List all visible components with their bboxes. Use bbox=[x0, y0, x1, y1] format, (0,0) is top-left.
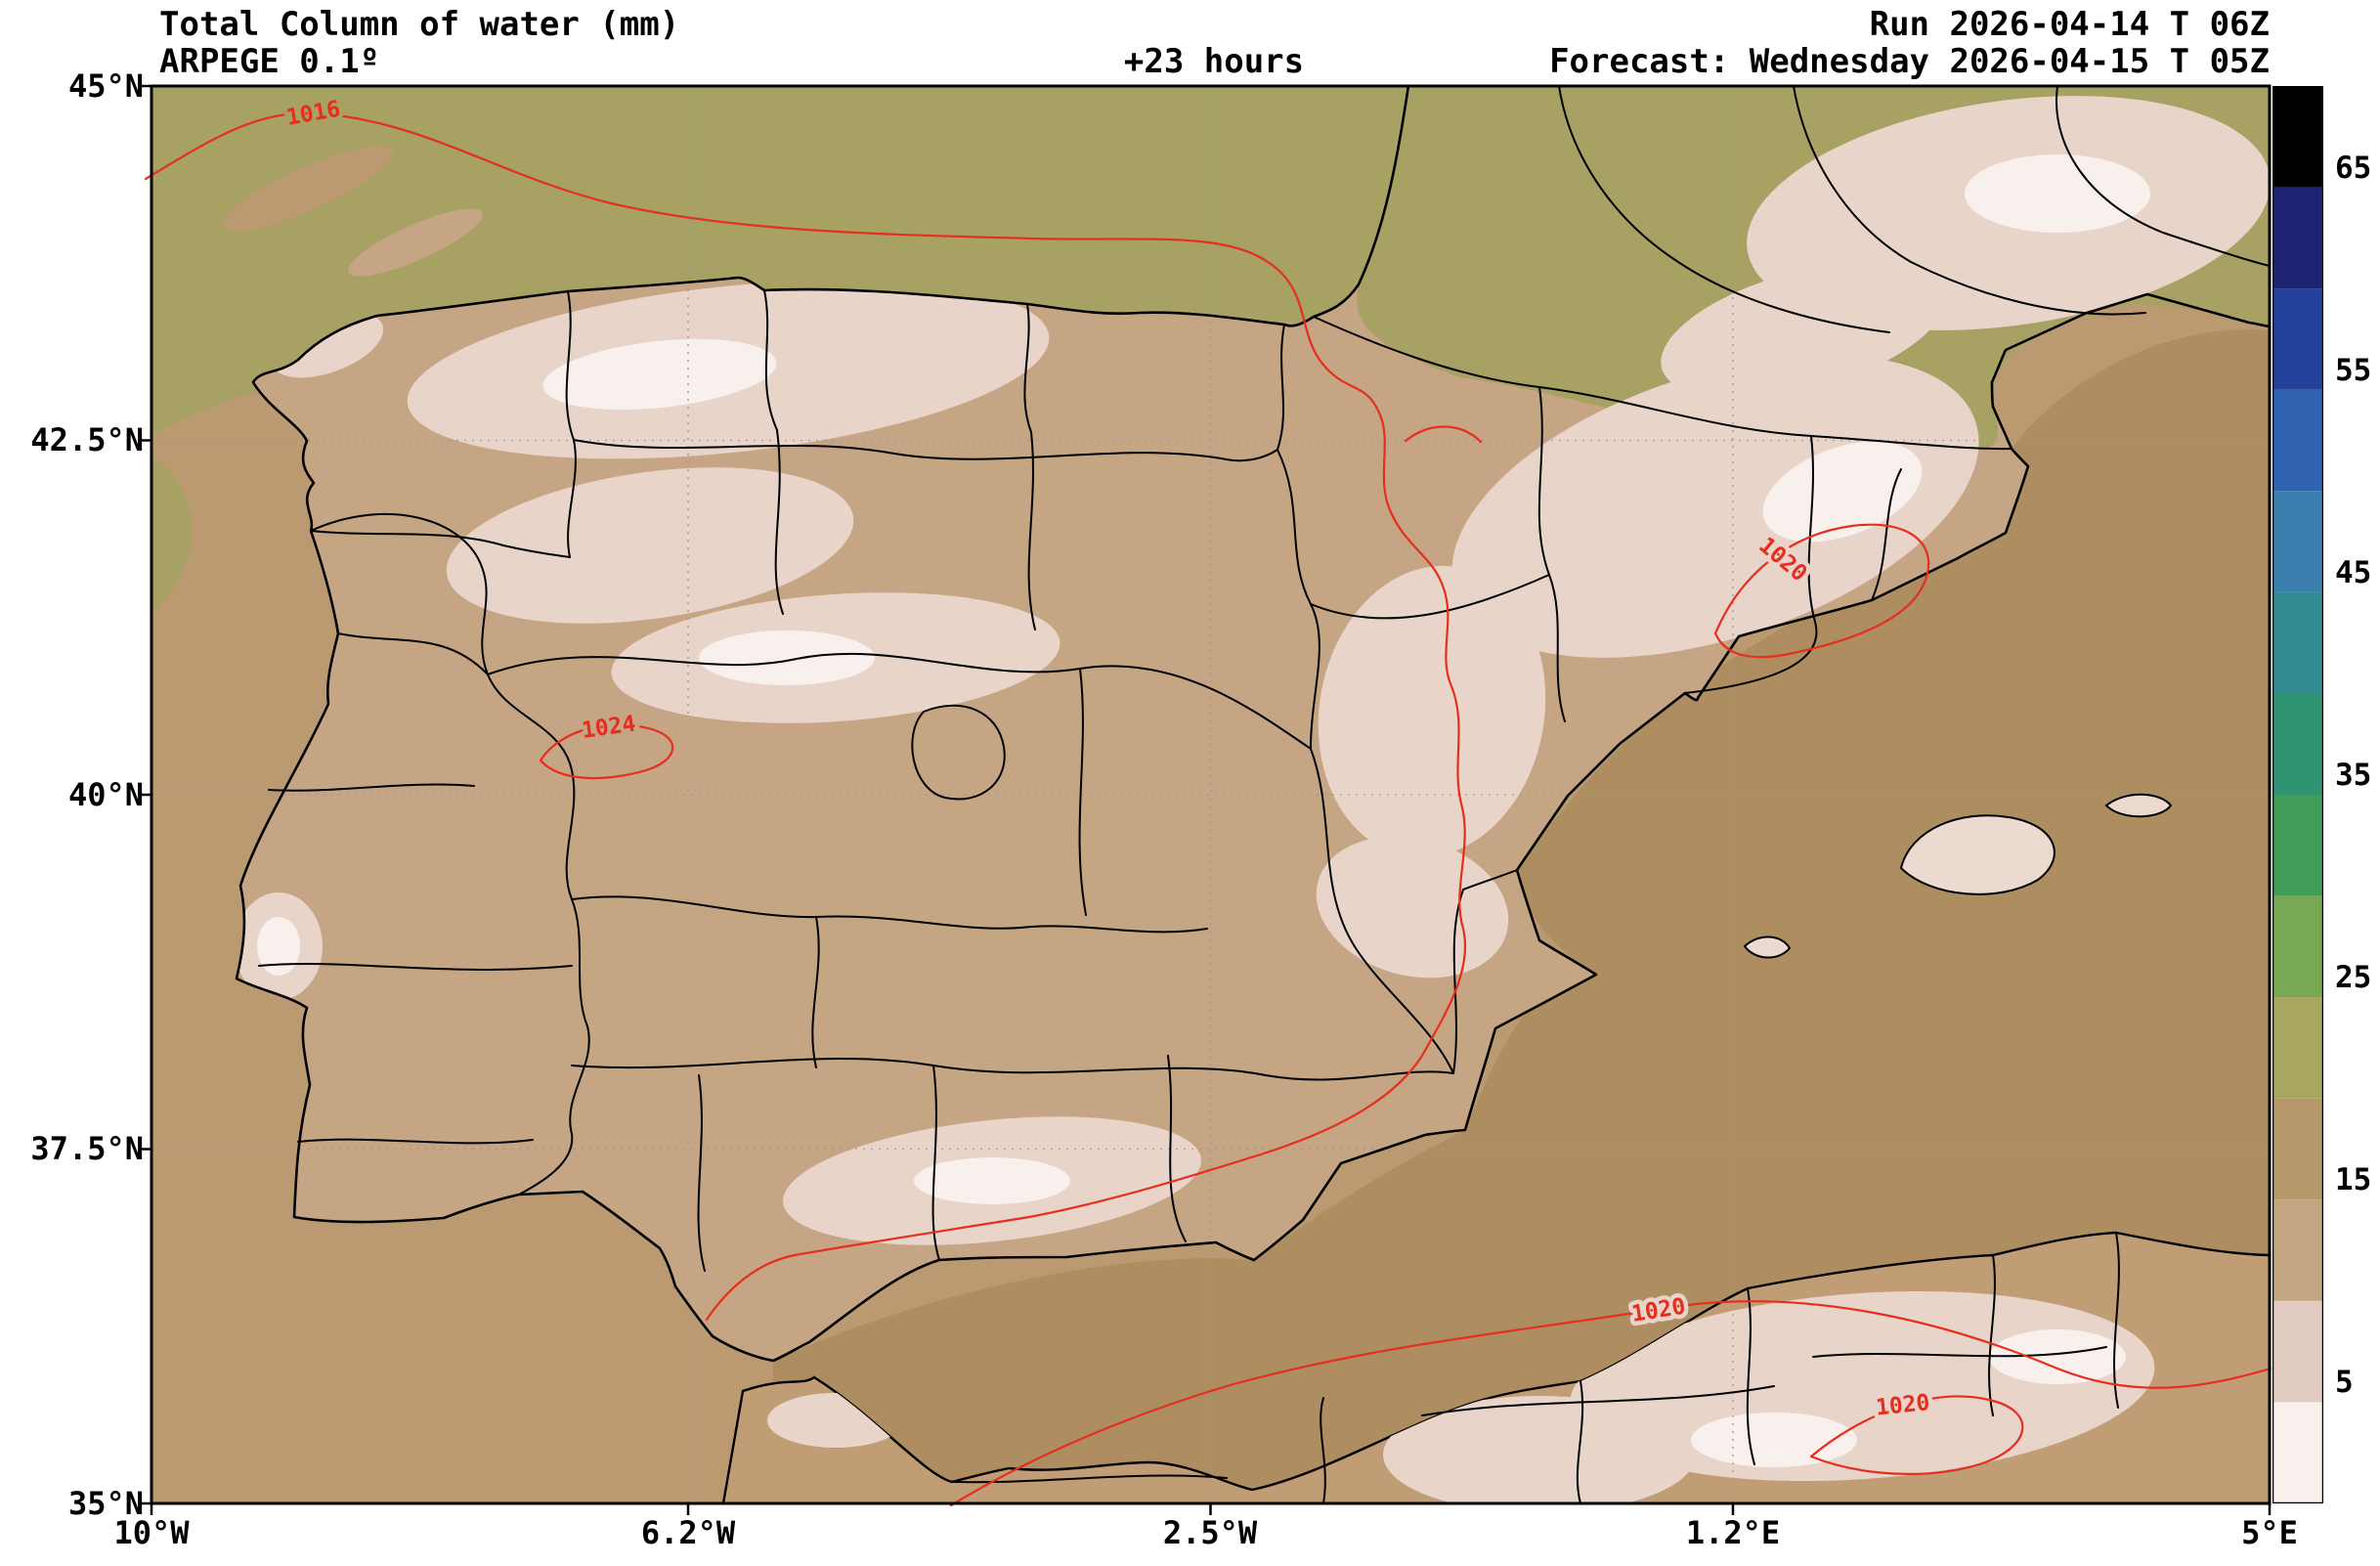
west-olive-streak bbox=[151, 457, 192, 614]
colorbar-cell bbox=[2272, 491, 2323, 592]
colorbar-cell bbox=[2272, 997, 2323, 1099]
lat-tick-37-5n: 37.5°N bbox=[30, 1130, 144, 1167]
lon-tick-1-2e: 1.2°E bbox=[1685, 1514, 1781, 1551]
map-frame bbox=[150, 84, 2272, 1505]
run-label: Run 2026-04-14 T 06Z bbox=[1869, 5, 2270, 44]
colorbar-cell bbox=[2272, 86, 2323, 188]
lon-tick-10w: 10°W bbox=[113, 1514, 190, 1551]
colorbar-cell bbox=[2272, 1300, 2323, 1403]
forecast-label: Forecast: Wednesday 2026-04-15 T 05Z bbox=[1549, 42, 2270, 81]
colorbar-cell bbox=[2272, 1199, 2323, 1301]
colorbar-cell bbox=[2272, 693, 2323, 795]
menorca-island bbox=[2104, 793, 2173, 818]
mediterranean-sea-fill bbox=[773, 329, 2270, 1504]
colorbar-tick-45: 45 bbox=[2335, 555, 2372, 590]
colorbar-tick-65: 65 bbox=[2335, 151, 2372, 186]
forecast-map: 1016 1024 1020 1020 1020 bbox=[140, 84, 2272, 1515]
colorbar-cell bbox=[2272, 389, 2323, 492]
isobar-contours bbox=[144, 111, 2272, 1507]
balearic-islands bbox=[1743, 793, 2173, 959]
lon-tick-6-2w: 6.2°W bbox=[640, 1514, 736, 1551]
sea-streak bbox=[348, 208, 483, 277]
province-borders bbox=[258, 85, 2271, 1504]
lat-tick-40n: 40°N bbox=[67, 776, 144, 813]
colorbar-cell bbox=[2272, 1098, 2323, 1200]
colorbar bbox=[2272, 86, 2323, 1503]
model-label: ARPEGE 0.1º bbox=[159, 42, 380, 81]
graticule bbox=[151, 86, 2270, 1503]
sea-streak bbox=[222, 146, 394, 232]
colorbar-cell bbox=[2272, 795, 2323, 896]
colorbar-cell bbox=[2272, 591, 2323, 694]
coastline bbox=[235, 85, 2271, 1363]
lat-tick-35n: 35°N bbox=[67, 1485, 144, 1522]
colorbar-tick-15: 15 bbox=[2335, 1162, 2372, 1197]
colorbar-tick-55: 55 bbox=[2335, 353, 2372, 388]
lat-tick-45n: 45°N bbox=[67, 67, 144, 105]
colorbar-tick-25: 25 bbox=[2335, 960, 2372, 995]
axis-tick-marks bbox=[140, 84, 2272, 1515]
ibiza-island bbox=[1743, 935, 1792, 959]
lead-time-label: +23 hours bbox=[1123, 42, 1305, 81]
colorbar-cell bbox=[2272, 1402, 2323, 1503]
lon-tick-5e: 5°E bbox=[2241, 1514, 2298, 1551]
page-title: Total Column of water (mm) bbox=[159, 5, 680, 44]
colorbar-cell bbox=[2272, 288, 2323, 390]
biscay-olive-fill bbox=[151, 86, 1422, 438]
colorbar-cell bbox=[2272, 187, 2323, 289]
colorbar-cell bbox=[2272, 895, 2323, 998]
colorbar-tick-5: 5 bbox=[2335, 1365, 2354, 1400]
mallorca-island bbox=[1899, 814, 2055, 895]
lat-tick-42-5n: 42.5°N bbox=[30, 421, 144, 458]
colorbar-tick-35: 35 bbox=[2335, 758, 2372, 793]
lon-tick-2-5w: 2.5°W bbox=[1162, 1514, 1258, 1551]
pale-white-patches bbox=[257, 154, 2150, 1204]
